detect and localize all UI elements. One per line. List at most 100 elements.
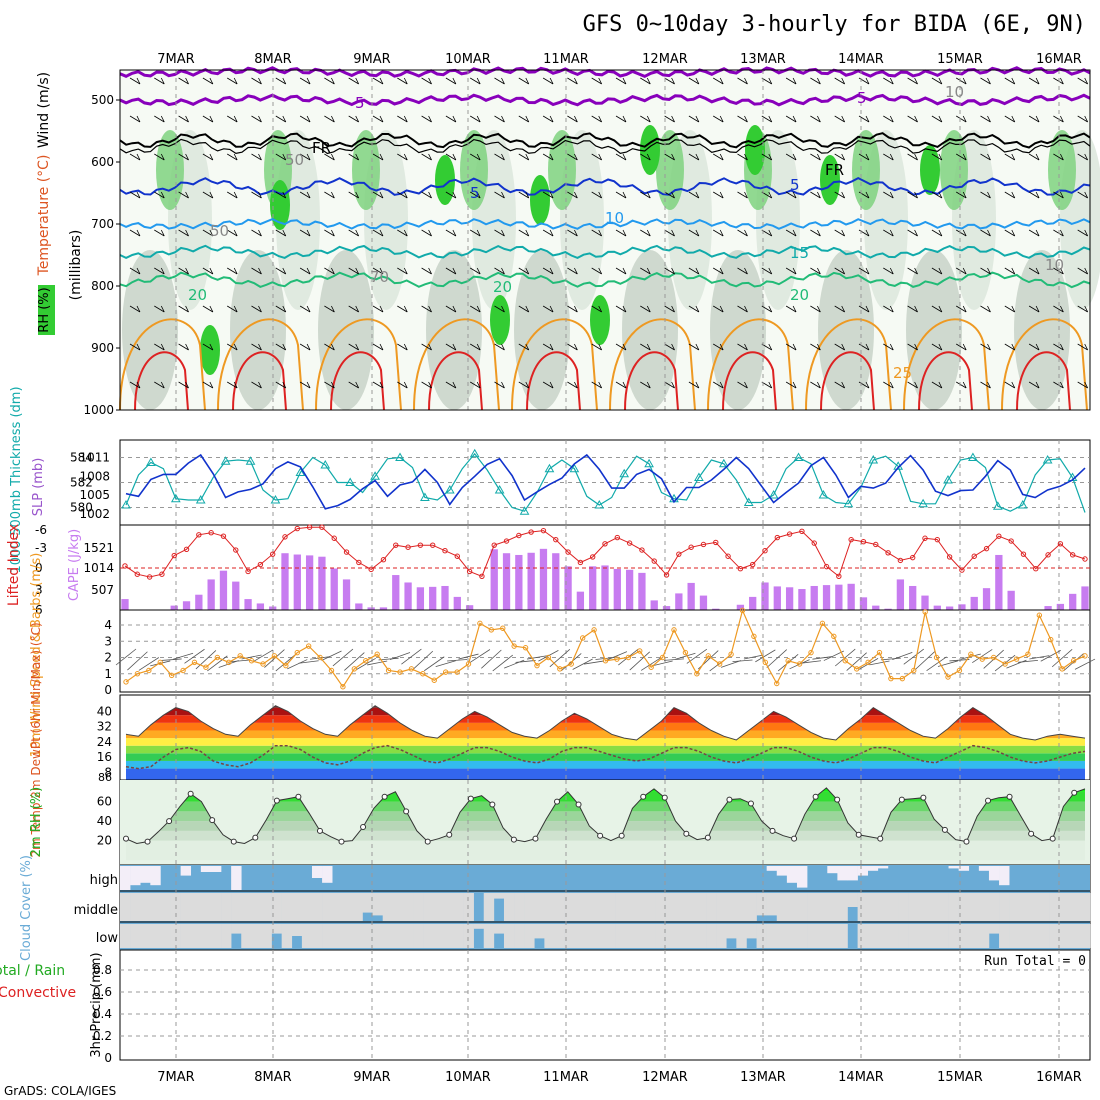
cape-bar xyxy=(687,582,695,610)
li-marker xyxy=(749,561,756,568)
rh-marker xyxy=(747,800,754,807)
wind-barb xyxy=(299,191,311,199)
wind-barb xyxy=(640,153,651,161)
wind-barb xyxy=(615,305,627,313)
date-label-bottom: 12MAR xyxy=(642,1070,688,1085)
ylabel-wind10m: 10m Wind Speed & Barbs (m/s) xyxy=(29,553,44,758)
wind-barb xyxy=(372,153,384,161)
cloud-gap-middle xyxy=(251,893,262,921)
wind-barb xyxy=(226,343,238,351)
cloud-gap-low xyxy=(200,924,212,948)
wind-barb xyxy=(883,343,894,351)
wind-barb xyxy=(154,153,165,161)
wind-barb xyxy=(494,153,505,161)
cloud-gap-middle xyxy=(210,893,222,921)
cape-bar xyxy=(859,597,868,610)
cloud-gap-middle xyxy=(402,893,414,921)
li-marker xyxy=(786,531,793,537)
thickness-tick-label: 584 xyxy=(70,451,93,465)
wind-barb xyxy=(567,229,578,237)
cloud-gap-low xyxy=(908,924,919,948)
wind-barb xyxy=(1028,381,1040,389)
wind-barb xyxy=(994,654,1016,672)
contour-blue xyxy=(119,176,1091,196)
wind-barb xyxy=(640,381,651,389)
wind-speed-marker xyxy=(1002,661,1008,667)
contour-label: 25 xyxy=(893,364,912,382)
thickness-marker xyxy=(694,472,704,481)
wind-barb xyxy=(518,153,530,161)
wind-barb xyxy=(785,153,797,161)
wind-barb xyxy=(1028,343,1040,351)
wind-barb xyxy=(688,115,700,123)
wind-speed-marker xyxy=(1059,666,1065,672)
wind-barb xyxy=(372,267,384,275)
cloud-gap-low xyxy=(756,924,767,948)
wind-barb xyxy=(397,229,408,237)
cloud-gap-low xyxy=(271,924,282,934)
ylabel-cloud: Cloud Cover (%) xyxy=(19,855,34,961)
wind-speed-marker xyxy=(385,667,392,674)
contour-orange xyxy=(413,318,500,411)
wind-barb xyxy=(299,153,311,161)
li-marker xyxy=(282,534,288,540)
cloud-gap-middle xyxy=(352,893,363,921)
cloud-gap-high xyxy=(847,866,858,881)
cape-bar xyxy=(576,591,585,610)
wind-barb xyxy=(397,343,408,351)
wind-barb xyxy=(348,343,360,351)
cloud-gap-low xyxy=(402,924,414,948)
wind-barb xyxy=(195,650,217,670)
wind-speed-marker xyxy=(671,627,677,633)
wind-barb xyxy=(907,229,918,237)
wind-barb xyxy=(955,381,967,389)
cloud-gap-middle xyxy=(413,893,424,921)
rh-marker xyxy=(769,827,776,834)
ylabel-precip: 3hr Precip (mm) xyxy=(89,952,104,1057)
wind-barb xyxy=(883,153,894,161)
wind-barb xyxy=(1004,115,1016,123)
li-marker xyxy=(713,539,719,546)
li-marker xyxy=(479,573,485,579)
wind-barb xyxy=(955,153,967,161)
wind-barb xyxy=(567,153,578,161)
cloud-gap-high xyxy=(130,866,141,886)
wind-barb xyxy=(1063,653,1084,672)
wind-barb xyxy=(421,77,432,85)
contour-red xyxy=(428,351,483,411)
wind-barb xyxy=(372,229,384,237)
cape-bar xyxy=(761,582,769,610)
wind-barb xyxy=(810,305,821,313)
date-label-top: 15MAR xyxy=(937,52,983,67)
cape-bar xyxy=(958,604,966,610)
rh-shade xyxy=(656,130,684,210)
cloud-gap-low xyxy=(807,924,818,948)
wind-barb xyxy=(591,305,603,313)
cloud-gap-middle xyxy=(908,893,919,921)
wind-barb xyxy=(652,660,673,667)
wind-barb xyxy=(367,660,388,666)
wind-barb xyxy=(469,343,481,351)
wind-barb xyxy=(251,343,262,351)
wind-barb xyxy=(712,229,724,237)
wind-speed-marker xyxy=(226,659,232,666)
li-marker xyxy=(1082,556,1088,562)
contour-teal xyxy=(119,244,1091,260)
wind-speed-marker xyxy=(831,633,837,640)
cloud-gap-middle xyxy=(453,893,464,921)
wind-barb xyxy=(129,191,141,199)
wind-barb xyxy=(299,305,311,313)
wind-barb xyxy=(226,305,238,313)
cloud-gap-middle xyxy=(463,893,474,921)
wind-barb xyxy=(178,153,189,161)
wind-barb xyxy=(1004,77,1016,85)
wind-barb xyxy=(494,229,505,237)
wind-barb xyxy=(955,191,967,199)
wind-barb xyxy=(591,267,603,275)
wind-barb xyxy=(1004,267,1016,275)
wind-barb xyxy=(494,267,505,275)
wind-barb xyxy=(202,381,214,389)
wind-barb xyxy=(834,305,846,313)
wind-barb xyxy=(251,77,262,85)
cape-bar xyxy=(712,608,720,610)
